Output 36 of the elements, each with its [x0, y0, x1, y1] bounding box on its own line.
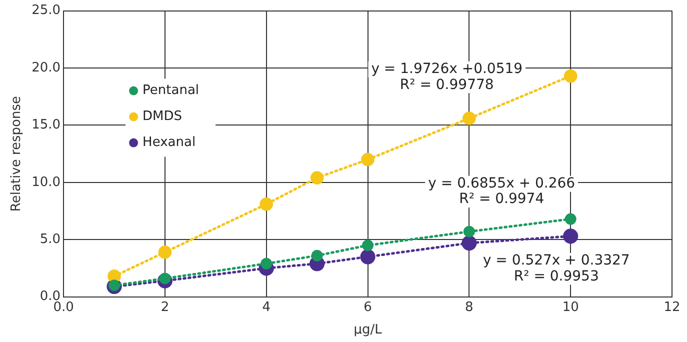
- point: [361, 152, 374, 166]
- x-tick-label: 6: [364, 300, 372, 315]
- y-tick-label: 25.0: [32, 3, 61, 18]
- annotation: R² = 0.99778: [400, 76, 494, 93]
- point: [158, 246, 172, 259]
- y-tick-label: 15.0: [32, 118, 61, 133]
- legend-label: Hexanal: [142, 135, 196, 150]
- x-tick-label: 4: [262, 300, 271, 315]
- point: [310, 171, 324, 184]
- x-tick-label: 8: [465, 300, 474, 315]
- point: [462, 112, 476, 125]
- point: [260, 197, 274, 211]
- annotation: y = 1.9726x +0.0519: [371, 61, 523, 78]
- point: [463, 226, 475, 238]
- point: [108, 270, 121, 283]
- point: [564, 69, 578, 83]
- point: [564, 213, 576, 225]
- point: [311, 250, 323, 262]
- y-tick-label: 20.0: [32, 60, 61, 76]
- point: [362, 240, 374, 252]
- x-tick-label: 12: [664, 300, 680, 315]
- annotation: R² = 0.9953: [514, 268, 599, 284]
- point: [563, 228, 578, 244]
- point: [360, 249, 376, 264]
- y-tick-label: 10.0: [32, 174, 61, 190]
- x-tick-label: 2: [160, 300, 170, 315]
- y-axis-title: Relative response: [9, 96, 24, 212]
- annotation: R² = 0.9974: [459, 191, 544, 208]
- legend-label: DMDS: [142, 109, 182, 124]
- x-tick-label: 10: [562, 300, 579, 315]
- annotation: y = 0.6855x + 0.266: [428, 175, 576, 192]
- legend-label: Pentanal: [142, 83, 200, 98]
- annotation: y = 0.527x + 0.3327: [482, 252, 630, 269]
- x-axis-title: µg/L: [354, 322, 383, 338]
- y-tick-label: 5.0: [40, 232, 61, 247]
- point: [462, 235, 477, 251]
